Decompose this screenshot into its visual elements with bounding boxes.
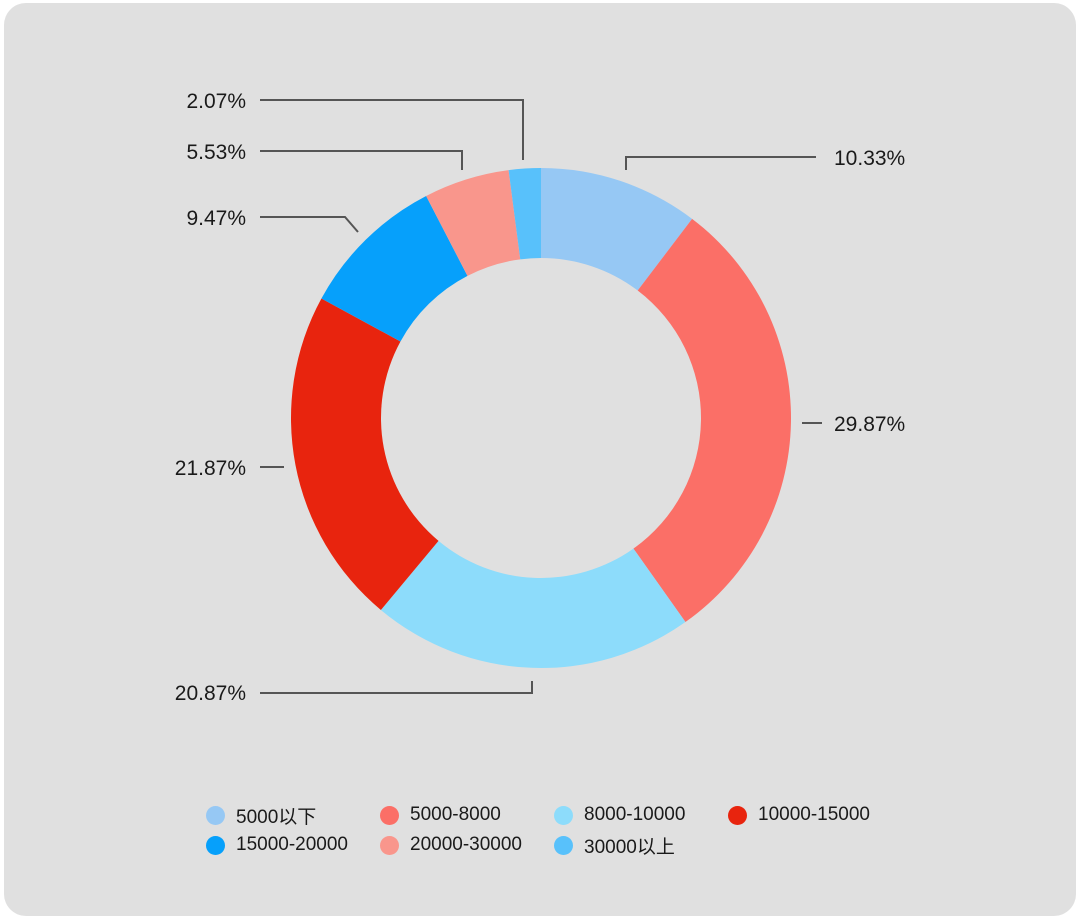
leader-line-0 xyxy=(625,156,816,170)
legend-item-5000-8000[interactable]: 5000-8000 xyxy=(380,804,554,826)
donut-slice-1[interactable] xyxy=(633,218,791,623)
legend-swatch xyxy=(728,805,747,825)
legend-swatch xyxy=(554,835,573,855)
leader-line-4 xyxy=(260,216,359,233)
donut-slice-2[interactable] xyxy=(380,540,686,669)
donut-slice-4[interactable] xyxy=(321,195,468,342)
data-label-6: 2.07% xyxy=(186,90,246,113)
data-label-5: 5.53% xyxy=(186,141,246,164)
data-label-2: 20.87% xyxy=(175,682,246,705)
legend-row: 5000以下 5000-8000 8000-10000 10000-15000 xyxy=(206,800,906,830)
legend-item-10000-15000[interactable]: 10000-15000 xyxy=(728,804,902,826)
donut-slice-0[interactable] xyxy=(541,168,693,291)
legend-swatch xyxy=(206,805,225,825)
data-label-3: 21.87% xyxy=(175,457,246,480)
legend-item-20000-30000[interactable]: 20000-30000 xyxy=(380,834,554,856)
legend-label: 15000-20000 xyxy=(236,834,348,855)
leader-line-2 xyxy=(260,681,533,694)
donut-chart: 10.33% 29.87% 20.87% 21.87% 9.47% 5.53% 2.07% xyxy=(175,90,905,705)
donut-slice-6[interactable] xyxy=(508,168,541,260)
leader-line-5 xyxy=(260,150,463,170)
data-label-4: 9.47% xyxy=(186,207,246,230)
legend-row: 15000-20000 20000-30000 30000以上 xyxy=(206,830,906,860)
legend: 5000以下 5000-8000 8000-10000 10000-15000 … xyxy=(206,800,906,860)
legend-label: 8000-10000 xyxy=(584,804,686,825)
legend-swatch xyxy=(554,805,573,825)
legend-swatch xyxy=(380,835,399,855)
donut-slice-5[interactable] xyxy=(426,170,521,276)
legend-label: 5000以下 xyxy=(236,806,317,828)
legend-item-15000-20000[interactable]: 15000-20000 xyxy=(206,834,380,856)
data-label-1: 29.87% xyxy=(834,413,905,436)
legend-label: 20000-30000 xyxy=(410,834,522,855)
legend-swatch xyxy=(206,835,225,855)
legend-swatch xyxy=(380,805,399,825)
legend-label: 10000-15000 xyxy=(758,804,870,825)
chart-card: 10.33% 29.87% 20.87% 21.87% 9.47% 5.53% 2.07% … xyxy=(4,3,1076,916)
legend-item-8000-10000[interactable]: 8000-10000 xyxy=(554,804,728,826)
data-label-0: 10.33% xyxy=(834,147,905,170)
legend-item-30000-above[interactable]: 30000以上 xyxy=(554,832,728,859)
legend-item-5000-below[interactable]: 5000以下 xyxy=(206,802,380,829)
legend-label: 5000-8000 xyxy=(410,804,501,825)
donut-slice-3[interactable] xyxy=(290,298,439,610)
leader-line-6 xyxy=(260,99,524,160)
legend-label: 30000以上 xyxy=(584,836,675,858)
